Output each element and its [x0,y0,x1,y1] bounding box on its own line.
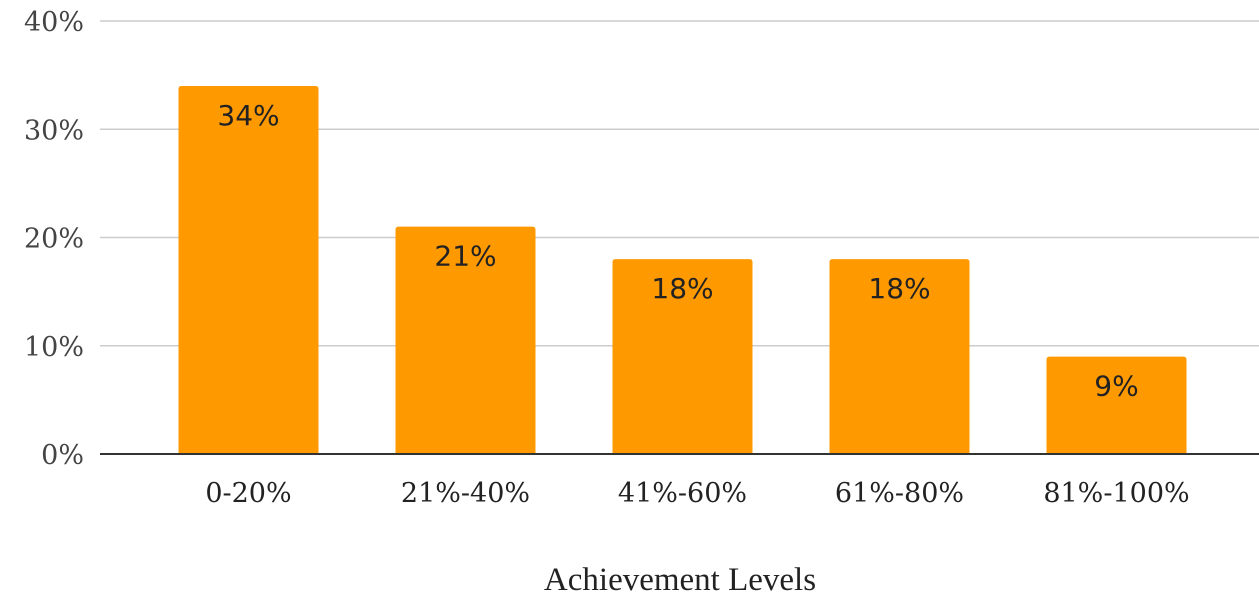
bars [178,85,1187,454]
y-axis-tick-labels: 0% 10% 20% 30% 40% [24,7,84,471]
data-label: 9% [1094,370,1138,403]
data-label: 18% [868,272,930,305]
x-axis-tick-labels: 0-20% 21%-40% 41%-60% 61%-80% 81%-100% [205,478,1189,509]
y-tick-label: 10% [24,332,84,363]
data-label: 18% [651,272,713,305]
data-labels: 34% 21% 18% 18% 9% [217,99,1138,403]
x-tick-label: 21%-40% [401,478,530,509]
bar [829,259,970,454]
bar [395,226,536,454]
x-tick-label: 61%-80% [835,478,964,509]
y-tick-label: 20% [24,224,84,255]
y-tick-label: 0% [41,440,84,471]
bar [178,85,319,454]
bar [1046,356,1187,454]
x-axis-title: Achievement Levels [544,562,816,595]
y-tick-label: 30% [24,115,84,146]
data-label: 21% [434,240,496,273]
x-tick-label: 41%-60% [618,478,747,509]
data-label: 34% [217,99,279,132]
x-tick-label: 81%-100% [1043,478,1189,509]
bar [612,259,753,454]
x-tick-label: 0-20% [205,478,291,509]
y-tick-label: 40% [24,7,84,38]
